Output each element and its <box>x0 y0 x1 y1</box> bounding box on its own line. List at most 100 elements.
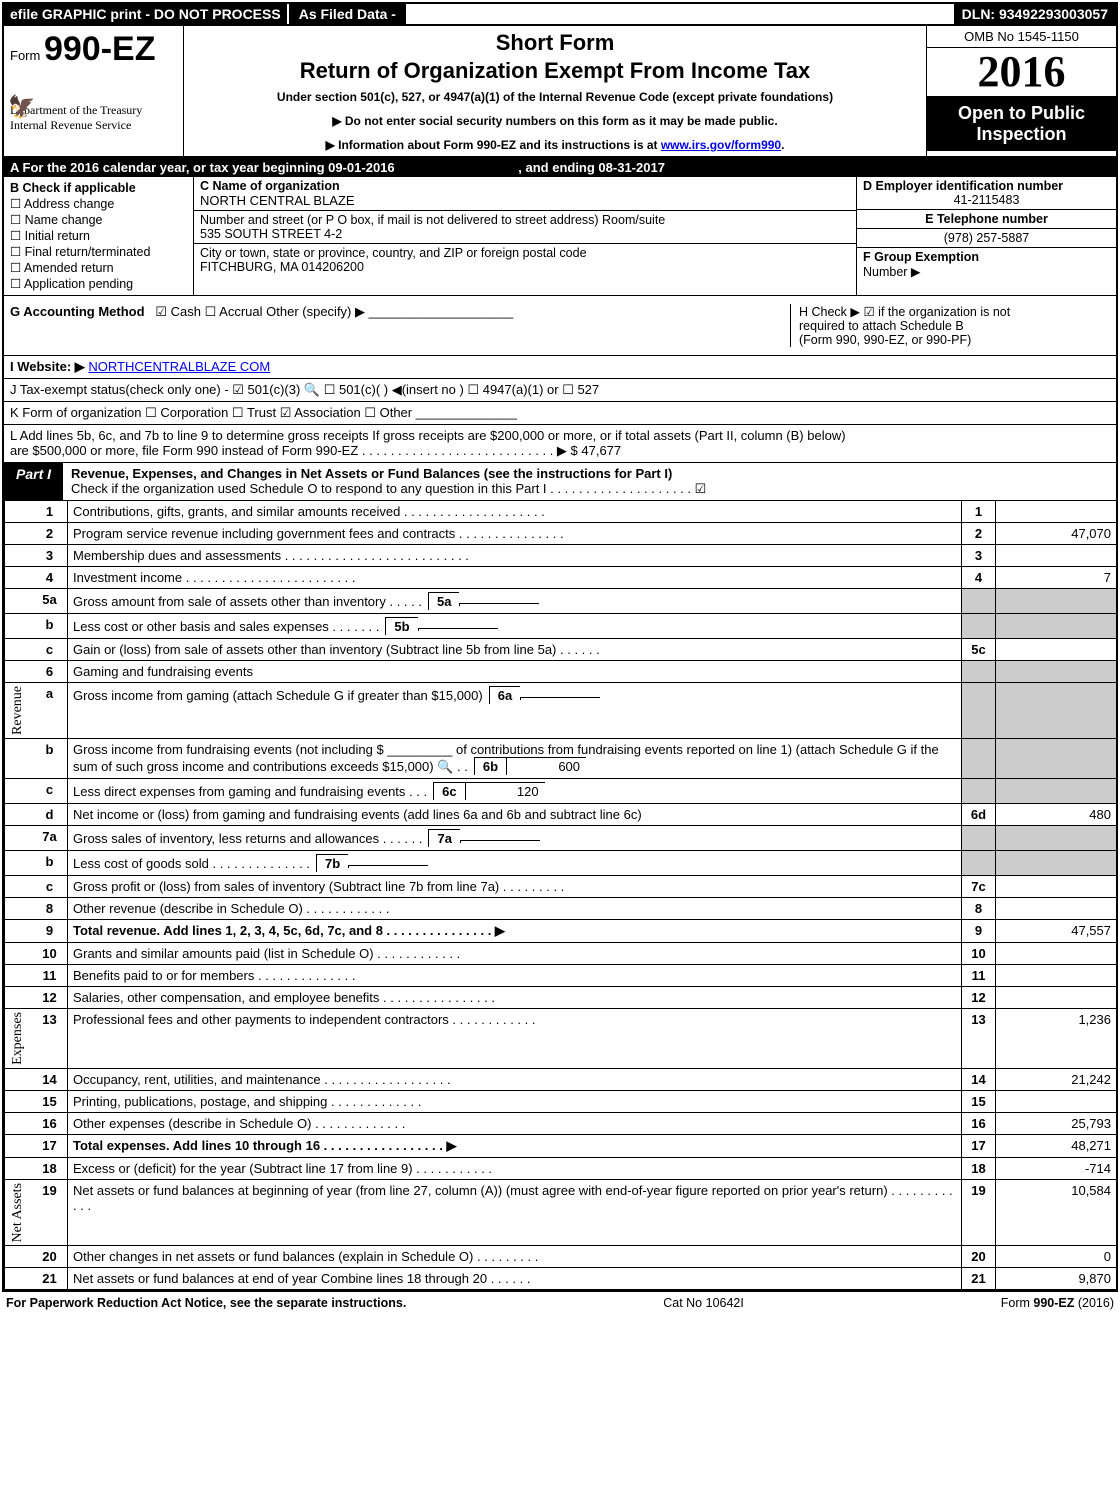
line-value <box>996 876 1116 897</box>
line-row: 21Net assets or fund balances at end of … <box>4 1268 1116 1290</box>
line-row: 1Contributions, gifts, grants, and simil… <box>4 501 1116 523</box>
b-opt-initial[interactable]: ☐ Initial return <box>10 228 187 243</box>
line-box-number <box>962 779 996 803</box>
line-number: 15 <box>32 1091 68 1112</box>
b-opt-address[interactable]: ☐ Address change <box>10 196 187 211</box>
line-row: 7aGross sales of inventory, less returns… <box>4 826 1116 851</box>
line-row: 14Occupancy, rent, utilities, and mainte… <box>4 1069 1116 1091</box>
line-description: Benefits paid to or for members . . . . … <box>68 965 962 986</box>
line-row: 18Excess or (deficit) for the year (Subt… <box>4 1158 1116 1180</box>
i-label: I Website: ▶ <box>10 359 85 374</box>
line-row: Expenses13Professional fees and other pa… <box>4 1009 1116 1069</box>
sub-box-value: 600 <box>506 757 586 775</box>
line-description: Gross sales of inventory, less returns a… <box>68 826 962 850</box>
line-number: 8 <box>32 898 68 919</box>
line-box-number: 10 <box>962 943 996 964</box>
f-label: F Group Exemption <box>863 250 979 264</box>
line-row: bLess cost of goods sold . . . . . . . .… <box>4 851 1116 876</box>
sub-box-value <box>418 628 498 631</box>
d-label: D Employer identification number <box>863 179 1110 193</box>
line-row: 5aGross amount from sale of assets other… <box>4 589 1116 614</box>
row-a-end: , and ending 08-31-2017 <box>518 160 665 175</box>
line-row: 17Total expenses. Add lines 10 through 1… <box>4 1135 1116 1158</box>
row-g-h: G Accounting Method ☑ Cash ☐ Accrual Oth… <box>4 296 1116 356</box>
part-i-title: Revenue, Expenses, and Changes in Net As… <box>71 466 672 481</box>
line-box-number: 17 <box>962 1135 996 1157</box>
line-box-number: 14 <box>962 1069 996 1090</box>
c-city-label: City or town, state or province, country… <box>200 246 850 260</box>
topbar-dln: DLN: 93492293003057 <box>954 4 1116 24</box>
info-prefix: ▶ Information about Form 990-EZ and its … <box>326 138 661 152</box>
irs-link[interactable]: www.irs.gov/form990 <box>661 138 781 152</box>
sub-box-value <box>520 697 600 700</box>
section-side-label <box>4 1135 32 1157</box>
section-side-label <box>4 739 32 778</box>
section-side-label <box>4 965 32 986</box>
sub-box-number: 6c <box>433 782 464 800</box>
line-description: Less cost or other basis and sales expen… <box>68 614 962 638</box>
b-opt-pending[interactable]: ☐ Application pending <box>10 276 187 291</box>
short-form-label: Short Form <box>190 30 920 56</box>
j-text[interactable]: J Tax-exempt status(check only one) - ☑ … <box>10 382 599 397</box>
info-link-line: ▶ Information about Form 990-EZ and its … <box>190 138 920 152</box>
line-row: 8Other revenue (describe in Schedule O) … <box>4 898 1116 920</box>
line-row: bLess cost or other basis and sales expe… <box>4 614 1116 639</box>
line-description: Program service revenue including govern… <box>68 523 962 544</box>
line-value: 48,271 <box>996 1135 1116 1157</box>
line-value <box>996 987 1116 1008</box>
line-value <box>996 779 1116 803</box>
line-value: 21,242 <box>996 1069 1116 1090</box>
sub-box-value <box>460 840 540 843</box>
section-side-label <box>4 1246 32 1267</box>
line-row: 9Total revenue. Add lines 1, 2, 3, 4, 5c… <box>4 920 1116 943</box>
line-number: c <box>32 639 68 660</box>
k-text[interactable]: K Form of organization ☐ Corporation ☐ T… <box>10 405 517 420</box>
dept-irs: Internal Revenue Service <box>10 118 177 133</box>
form-number: 990-EZ <box>44 30 156 68</box>
section-side-label <box>4 501 32 522</box>
header-center-block: Short Form Return of Organization Exempt… <box>184 26 926 156</box>
line-description: Gaming and fundraising events <box>68 661 962 682</box>
line-description: Other changes in net assets or fund bala… <box>68 1246 962 1267</box>
row-i-website: I Website: ▶ NORTHCENTRALBLAZE COM <box>4 356 1116 379</box>
b-opt-name[interactable]: ☐ Name change <box>10 212 187 227</box>
row-a-begin: A For the 2016 calendar year, or tax yea… <box>10 160 395 175</box>
line-row: RevenueaGross income from gaming (attach… <box>4 683 1116 739</box>
sub-box-value: 120 <box>465 782 545 800</box>
line-value <box>996 661 1116 682</box>
sub-box-number: 6a <box>489 686 520 704</box>
warning-ssn: ▶ Do not enter social security numbers o… <box>190 114 920 128</box>
part-i-check[interactable]: Check if the organization used Schedule … <box>71 481 706 496</box>
section-side-label <box>4 804 32 825</box>
line-box-number: 3 <box>962 545 996 566</box>
line-number: 21 <box>32 1268 68 1289</box>
line-value: -714 <box>996 1158 1116 1179</box>
line-row: 10Grants and similar amounts paid (list … <box>4 943 1116 965</box>
b-opt-final[interactable]: ☐ Final return/terminated <box>10 244 187 259</box>
line-row: 4Investment income . . . . . . . . . . .… <box>4 567 1116 589</box>
c-label: C Name of organization <box>200 179 850 193</box>
row-k-form-org: K Form of organization ☐ Corporation ☐ T… <box>4 402 1116 425</box>
line-number: a <box>32 683 68 738</box>
tax-year: 2016 <box>927 48 1116 97</box>
sub-box-value <box>348 865 428 868</box>
sub-box-value <box>459 603 539 606</box>
section-side-label <box>4 545 32 566</box>
line-box-number: 9 <box>962 920 996 942</box>
line-number: 2 <box>32 523 68 544</box>
line-number: 14 <box>32 1069 68 1090</box>
line-number: 17 <box>32 1135 68 1157</box>
line-number: 9 <box>32 920 68 942</box>
line-description: Occupancy, rent, utilities, and maintena… <box>68 1069 962 1090</box>
line-description: Professional fees and other payments to … <box>68 1009 962 1068</box>
line-description: Gross income from gaming (attach Schedul… <box>68 683 962 738</box>
b-opt-amended[interactable]: ☐ Amended return <box>10 260 187 275</box>
line-row: cGross profit or (loss) from sales of in… <box>4 876 1116 898</box>
section-side-label <box>4 876 32 897</box>
g-options[interactable]: ☑ Cash ☐ Accrual Other (specify) ▶ _____… <box>155 304 513 319</box>
line-number: c <box>32 876 68 897</box>
section-side-label: Net Assets <box>4 1180 32 1246</box>
i-website-link[interactable]: NORTHCENTRALBLAZE COM <box>88 359 270 374</box>
line-value <box>996 545 1116 566</box>
header-right-block: OMB No 1545-1150 2016 Open to Public Ins… <box>926 26 1116 156</box>
